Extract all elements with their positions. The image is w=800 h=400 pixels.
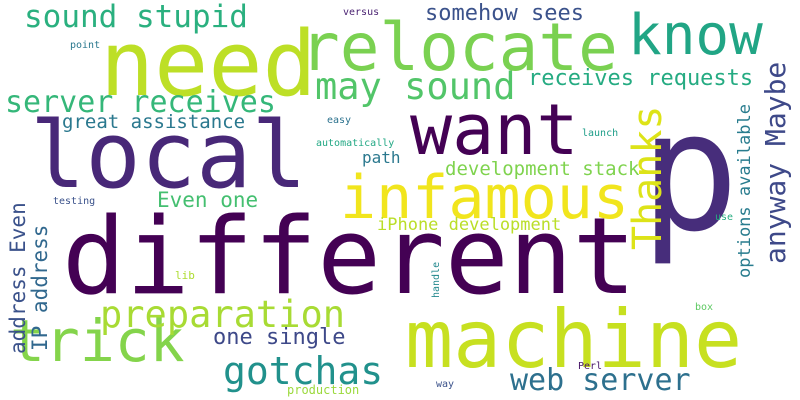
word-local: local <box>30 102 307 209</box>
word-iphone-development: iPhone development <box>377 215 562 235</box>
word-point: point <box>70 40 101 51</box>
word-versus: versus <box>343 7 380 18</box>
word-lib: lib <box>175 269 195 282</box>
word-different: different <box>62 195 637 318</box>
word-one-single: one single <box>213 325 346 350</box>
word-anyway-maybe: anyway Maybe <box>759 61 792 264</box>
word-p: p <box>640 76 740 268</box>
word-handle: handle <box>431 261 442 298</box>
word-gotchas: gotchas <box>223 349 384 393</box>
word-launch: launch <box>582 128 619 139</box>
word-preparation: preparation <box>100 293 346 336</box>
word-testing: testing <box>53 196 96 207</box>
word-production: production <box>287 383 360 397</box>
word-infamous: infamous <box>340 163 629 233</box>
word-need: need <box>100 12 317 117</box>
word-want: want <box>410 89 579 171</box>
word-know: know <box>628 3 763 68</box>
word-web-server: web server <box>510 363 691 398</box>
word-trick: trick <box>10 307 185 375</box>
word-use: use <box>715 212 734 223</box>
word-options-available: options available <box>735 104 755 278</box>
word-way: way <box>436 379 455 390</box>
word-even-one: Even one <box>157 188 259 212</box>
word-box: box <box>695 302 714 313</box>
word-perl: Perl <box>578 361 603 372</box>
word-ip-address: IP address <box>28 224 52 351</box>
word-may-sound: may sound <box>315 65 516 108</box>
word-relocate: relocate <box>300 9 618 86</box>
word-easy: easy <box>327 115 352 126</box>
word-great-assistance: great assistance <box>62 111 246 133</box>
word-server-receives: server receives <box>5 85 276 120</box>
word-machine: machine <box>405 293 743 386</box>
word-address-even: address Even <box>6 202 30 354</box>
word-receives-requests: receives requests <box>528 66 754 91</box>
word-automatically: automatically <box>316 138 395 149</box>
word-sound-stupid: sound stupid <box>24 0 248 35</box>
word-development-stack: development stack <box>445 158 640 180</box>
word-path: path <box>362 148 401 167</box>
word-somehow-sees: somehow sees <box>425 1 584 26</box>
